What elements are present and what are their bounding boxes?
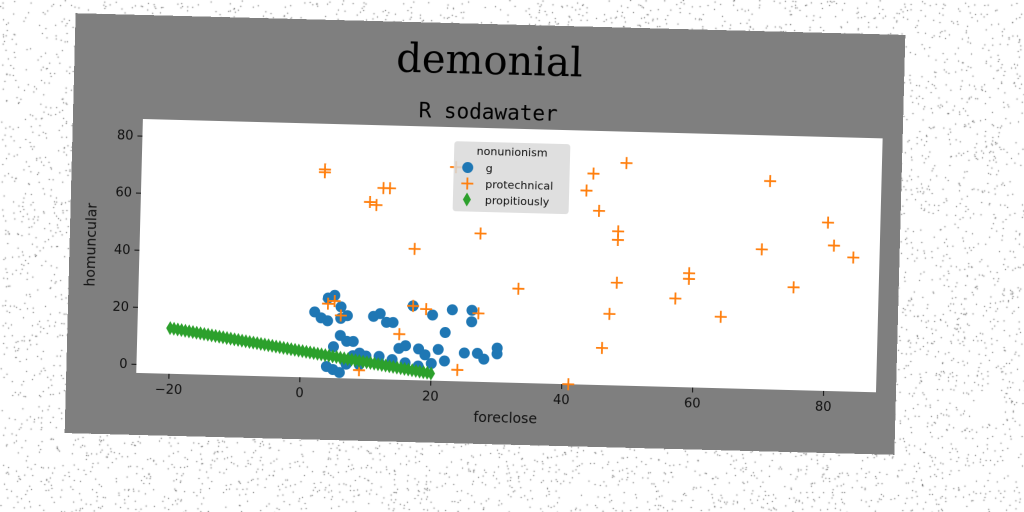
- x-axis-label: foreclose: [473, 410, 537, 428]
- y-tick-label: 60: [115, 186, 132, 201]
- legend-entry: propitiously: [485, 194, 550, 209]
- y-axis-label: homuncular: [82, 202, 100, 286]
- scatter-plot: −20 0 20 40 60 80 0 20 40 60 80 foreclose homuncul…: [65, 13, 906, 455]
- chart-figure: demonial R sodawater −20 0 20 40 60 80 0 20 40 60…: [65, 13, 906, 455]
- y-tick-label: 0: [119, 357, 128, 372]
- legend-entry: protechnical: [485, 178, 553, 193]
- legend-entry: g: [486, 162, 493, 175]
- x-tick-label: 80: [815, 400, 832, 415]
- x-tick-label: 40: [553, 393, 570, 408]
- legend-title: nonunionism: [477, 145, 548, 160]
- x-tick-label: 20: [422, 389, 439, 404]
- x-tick-label: 0: [295, 386, 304, 401]
- y-tick-label: 80: [117, 128, 134, 143]
- legend: nonunionism g protechnicalpropitiously: [453, 141, 571, 214]
- y-tick-label: 40: [114, 243, 131, 258]
- y-tick-label: 20: [112, 300, 129, 315]
- x-tick-label: −20: [155, 382, 183, 398]
- x-tick-label: 60: [684, 396, 701, 411]
